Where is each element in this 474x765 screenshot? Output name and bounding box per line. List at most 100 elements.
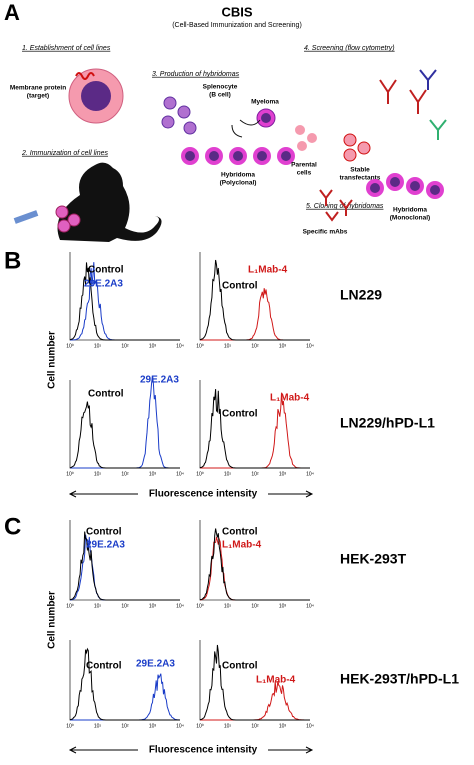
x-tick-label: 10² <box>251 723 259 729</box>
x-tick-label: 10³ <box>149 343 157 349</box>
annotation: Specific mAbs <box>303 229 348 236</box>
annotation: Membrane protein <box>10 85 66 92</box>
histogram <box>199 528 310 601</box>
control-label: Control <box>222 527 258 538</box>
hybridoma-row <box>181 147 295 165</box>
annotation: (B cell) <box>209 92 231 99</box>
antibody-label: L₁Mab-4 <box>270 393 310 404</box>
x-tick-label: 10¹ <box>224 603 232 609</box>
axis <box>69 380 180 469</box>
panel-label: A <box>4 0 20 25</box>
x-tick-label: 10² <box>251 471 259 477</box>
x-tick-label: 10⁰ <box>196 471 204 477</box>
annotation: Myeloma <box>251 99 279 106</box>
x-tick-label: 10¹ <box>94 471 102 477</box>
x-tick-label: 10⁴ <box>306 343 314 349</box>
clone-cells <box>366 173 444 199</box>
x-tick-label: 10⁴ <box>176 603 184 609</box>
protein <box>75 72 95 80</box>
x-tick-label: 10¹ <box>224 471 232 477</box>
x-tick-label: 10² <box>251 343 259 349</box>
annotation: Hybridoma <box>393 207 427 214</box>
x-tick-label: 10² <box>121 471 129 477</box>
x-tick-label: 10⁰ <box>196 343 204 349</box>
x-tick-label: 10¹ <box>94 343 102 349</box>
cell-line: HEK-293T <box>340 551 407 567</box>
x-tick-label: 10⁰ <box>66 343 74 349</box>
step-title: 2. Immunization of cell lines <box>21 150 108 157</box>
cell-line: LN229/hPD-L1 <box>340 415 435 431</box>
antibody-label: 29E.2A3 <box>136 659 175 670</box>
x-axis-label: Fluorescence intensity <box>149 745 258 756</box>
control-label: Control <box>88 265 124 276</box>
control-label: Control <box>222 409 258 420</box>
x-tick-label: 10⁰ <box>66 723 74 729</box>
step-title: 1. Establishment of cell lines <box>22 45 111 52</box>
cell-line: LN229 <box>340 287 382 303</box>
annotation: (target) <box>27 93 49 100</box>
x-tick-label: 10¹ <box>94 723 102 729</box>
control-label: Control <box>86 661 122 672</box>
mabs <box>319 189 353 222</box>
histogram <box>200 288 310 341</box>
x-tick-label: 10⁰ <box>66 471 74 477</box>
x-tick-label: 10² <box>251 603 259 609</box>
antibody-label: 29E.2A3 <box>86 540 125 551</box>
mouse <box>57 162 162 242</box>
b-cells <box>161 96 276 138</box>
histogram <box>69 401 180 469</box>
panel-label: B <box>4 247 21 274</box>
antibody-label: L₁Mab-4 <box>248 265 288 276</box>
cell-line: HEK-293T/hPD-L1 <box>340 671 459 687</box>
antibody-label: L₁Mab-4 <box>222 540 262 551</box>
injected-cells <box>55 205 81 233</box>
control-label: Control <box>222 661 258 672</box>
control-label: Control <box>88 389 124 400</box>
x-tick-label: 10⁴ <box>306 603 314 609</box>
x-tick-label: 10³ <box>149 471 157 477</box>
annotation: Parental <box>291 162 317 169</box>
step-title: 4. Screening (flow cytometry) <box>304 45 395 52</box>
histogram <box>199 644 310 721</box>
y-axis-label: Cell number <box>47 331 58 389</box>
x-tick-label: 10⁴ <box>306 471 314 477</box>
control-label: Control <box>222 281 258 292</box>
histogram <box>69 531 180 601</box>
x-tick-label: 10² <box>121 343 129 349</box>
histogram <box>70 673 181 721</box>
x-tick-label: 10⁴ <box>306 723 314 729</box>
x-tick-label: 10² <box>121 723 129 729</box>
histogram <box>69 262 180 341</box>
y-axis-label: Cell number <box>47 591 58 649</box>
x-tick-label: 10³ <box>279 603 287 609</box>
histogram <box>200 680 310 721</box>
annotation: cells <box>297 170 312 177</box>
histogram <box>199 389 310 469</box>
x-tick-label: 10⁰ <box>196 723 204 729</box>
x-tick-label: 10⁰ <box>196 603 204 609</box>
x-tick-label: 10³ <box>279 471 287 477</box>
label-bg <box>138 743 268 757</box>
x-tick-label: 10¹ <box>224 723 232 729</box>
x-tick-label: 10⁰ <box>66 603 74 609</box>
antibody-label: L₁Mab-4 <box>256 675 296 686</box>
x-tick-label: 10³ <box>149 603 157 609</box>
histogram <box>70 375 180 469</box>
annotation: Hybridoma <box>221 172 255 179</box>
annotation: Splenocyte <box>203 84 238 91</box>
x-tick-label: 10³ <box>279 343 287 349</box>
annotation: (Polyclonal) <box>220 180 257 187</box>
x-tick-label: 10⁴ <box>176 723 184 729</box>
x-tick-label: 10¹ <box>94 603 102 609</box>
antibody-label: 29E.2A3 <box>84 279 123 290</box>
nucleus <box>81 81 111 111</box>
step-title: 3. Production of hybridomas <box>152 71 240 78</box>
x-tick-label: 10³ <box>149 723 157 729</box>
x-tick-label: 10² <box>121 603 129 609</box>
x-tick-label: 10⁴ <box>176 471 184 477</box>
annotation: (Monoclonal) <box>390 215 430 222</box>
annotation: Stable <box>350 167 370 174</box>
title: CBIS <box>221 4 252 19</box>
annotation: transfectants <box>340 175 381 182</box>
